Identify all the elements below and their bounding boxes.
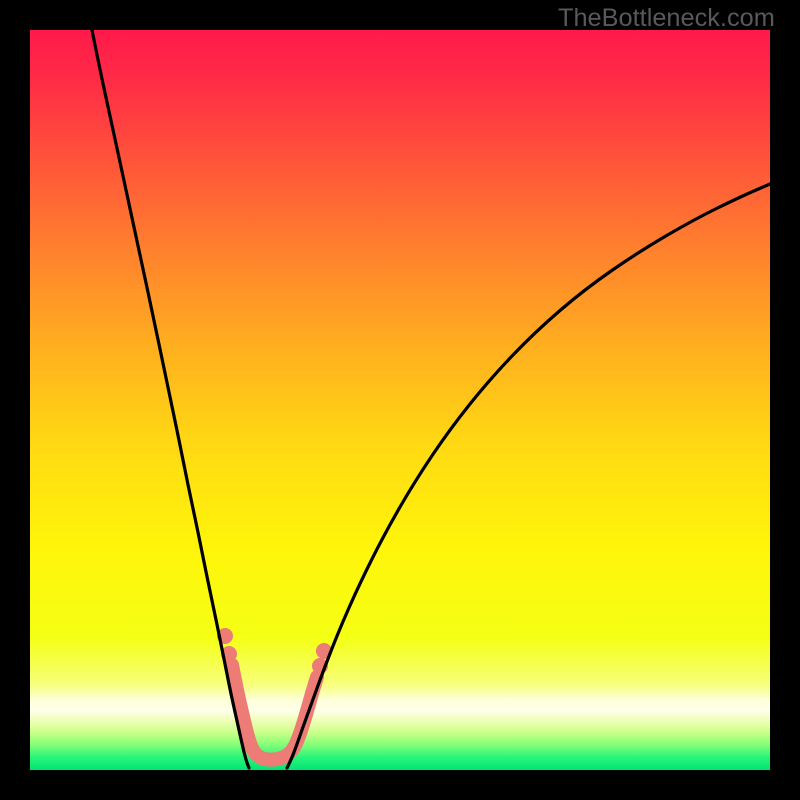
watermark-text: TheBottleneck.com [558, 4, 775, 33]
gradient-background [30, 30, 770, 770]
plot-area [30, 30, 770, 770]
